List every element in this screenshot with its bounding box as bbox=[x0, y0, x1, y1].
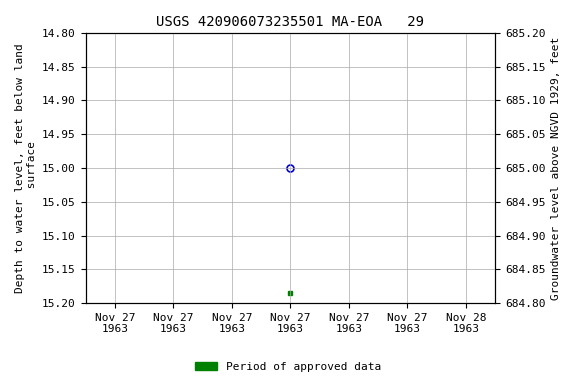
Title: USGS 420906073235501 MA-EOA   29: USGS 420906073235501 MA-EOA 29 bbox=[157, 15, 425, 29]
Y-axis label: Groundwater level above NGVD 1929, feet: Groundwater level above NGVD 1929, feet bbox=[551, 36, 561, 300]
Legend: Period of approved data: Period of approved data bbox=[191, 358, 385, 377]
Y-axis label: Depth to water level, feet below land
 surface: Depth to water level, feet below land su… bbox=[15, 43, 37, 293]
